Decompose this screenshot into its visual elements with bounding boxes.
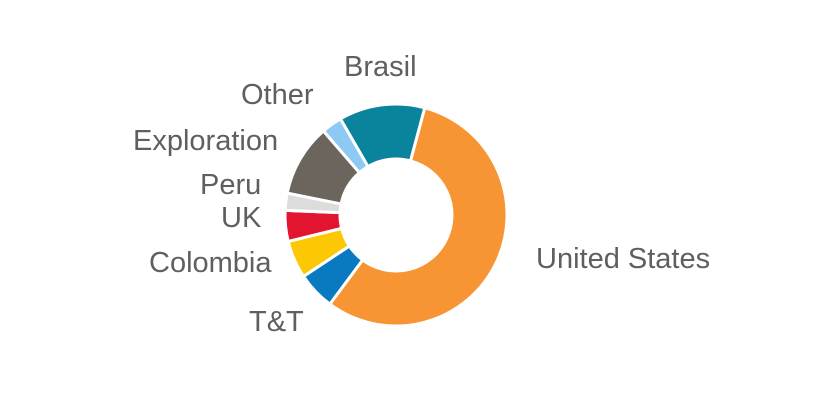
slice-brasil — [339, 102, 427, 169]
slice-united-states — [328, 106, 509, 328]
slice-group — [283, 102, 509, 328]
label-group: United States T&T Colombia UK Peru Explo… — [133, 51, 710, 338]
label-brasil: Brasil — [344, 51, 417, 83]
label-other: Other — [241, 79, 314, 111]
label-peru: Peru — [200, 169, 261, 201]
label-united-states: United States — [536, 243, 710, 275]
label-exploration: Exploration — [133, 125, 278, 157]
label-colombia: Colombia — [149, 247, 272, 279]
label-uk: UK — [221, 202, 262, 234]
label-tt: T&T — [249, 306, 304, 338]
